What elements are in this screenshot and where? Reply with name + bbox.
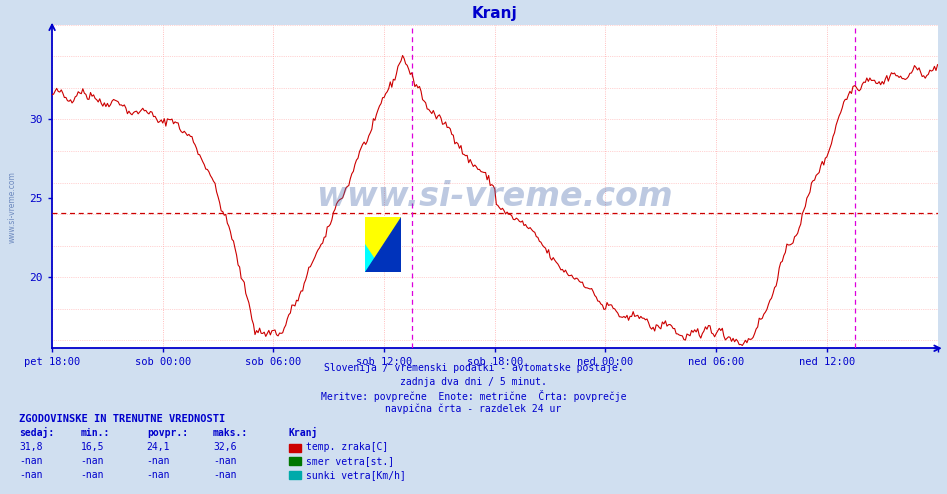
Text: 24,1: 24,1 — [147, 442, 170, 452]
Text: navpična črta - razdelek 24 ur: navpična črta - razdelek 24 ur — [385, 404, 562, 414]
Text: -nan: -nan — [213, 470, 237, 480]
Text: maks.:: maks.: — [213, 428, 248, 438]
Title: Kranj: Kranj — [472, 6, 518, 21]
Text: sedaj:: sedaj: — [19, 427, 54, 438]
Polygon shape — [365, 217, 401, 272]
Text: smer vetra[st.]: smer vetra[st.] — [306, 456, 394, 466]
Polygon shape — [365, 245, 383, 272]
Text: Meritve: povprečne  Enote: metrične  Črta: povprečje: Meritve: povprečne Enote: metrične Črta:… — [321, 390, 626, 402]
Text: -nan: -nan — [147, 470, 170, 480]
Text: www.si-vreme.com: www.si-vreme.com — [316, 180, 673, 213]
Text: -nan: -nan — [19, 456, 43, 466]
Text: zadnja dva dni / 5 minut.: zadnja dva dni / 5 minut. — [400, 377, 547, 387]
Text: -nan: -nan — [147, 456, 170, 466]
Text: Kranj: Kranj — [289, 427, 318, 438]
Text: -nan: -nan — [19, 470, 43, 480]
Text: povpr.:: povpr.: — [147, 428, 188, 438]
Text: -nan: -nan — [80, 456, 104, 466]
Text: 16,5: 16,5 — [80, 442, 104, 452]
Text: sunki vetra[Km/h]: sunki vetra[Km/h] — [306, 470, 405, 480]
Text: www.si-vreme.com: www.si-vreme.com — [8, 171, 17, 244]
Text: Slovenija / vremenski podatki - avtomatske postaje.: Slovenija / vremenski podatki - avtomats… — [324, 363, 623, 373]
Text: -nan: -nan — [213, 456, 237, 466]
Text: 31,8: 31,8 — [19, 442, 43, 452]
Polygon shape — [365, 217, 401, 272]
Text: min.:: min.: — [80, 428, 110, 438]
Text: temp. zraka[C]: temp. zraka[C] — [306, 442, 388, 452]
Text: -nan: -nan — [80, 470, 104, 480]
Text: ZGODOVINSKE IN TRENUTNE VREDNOSTI: ZGODOVINSKE IN TRENUTNE VREDNOSTI — [19, 414, 225, 424]
Text: 32,6: 32,6 — [213, 442, 237, 452]
